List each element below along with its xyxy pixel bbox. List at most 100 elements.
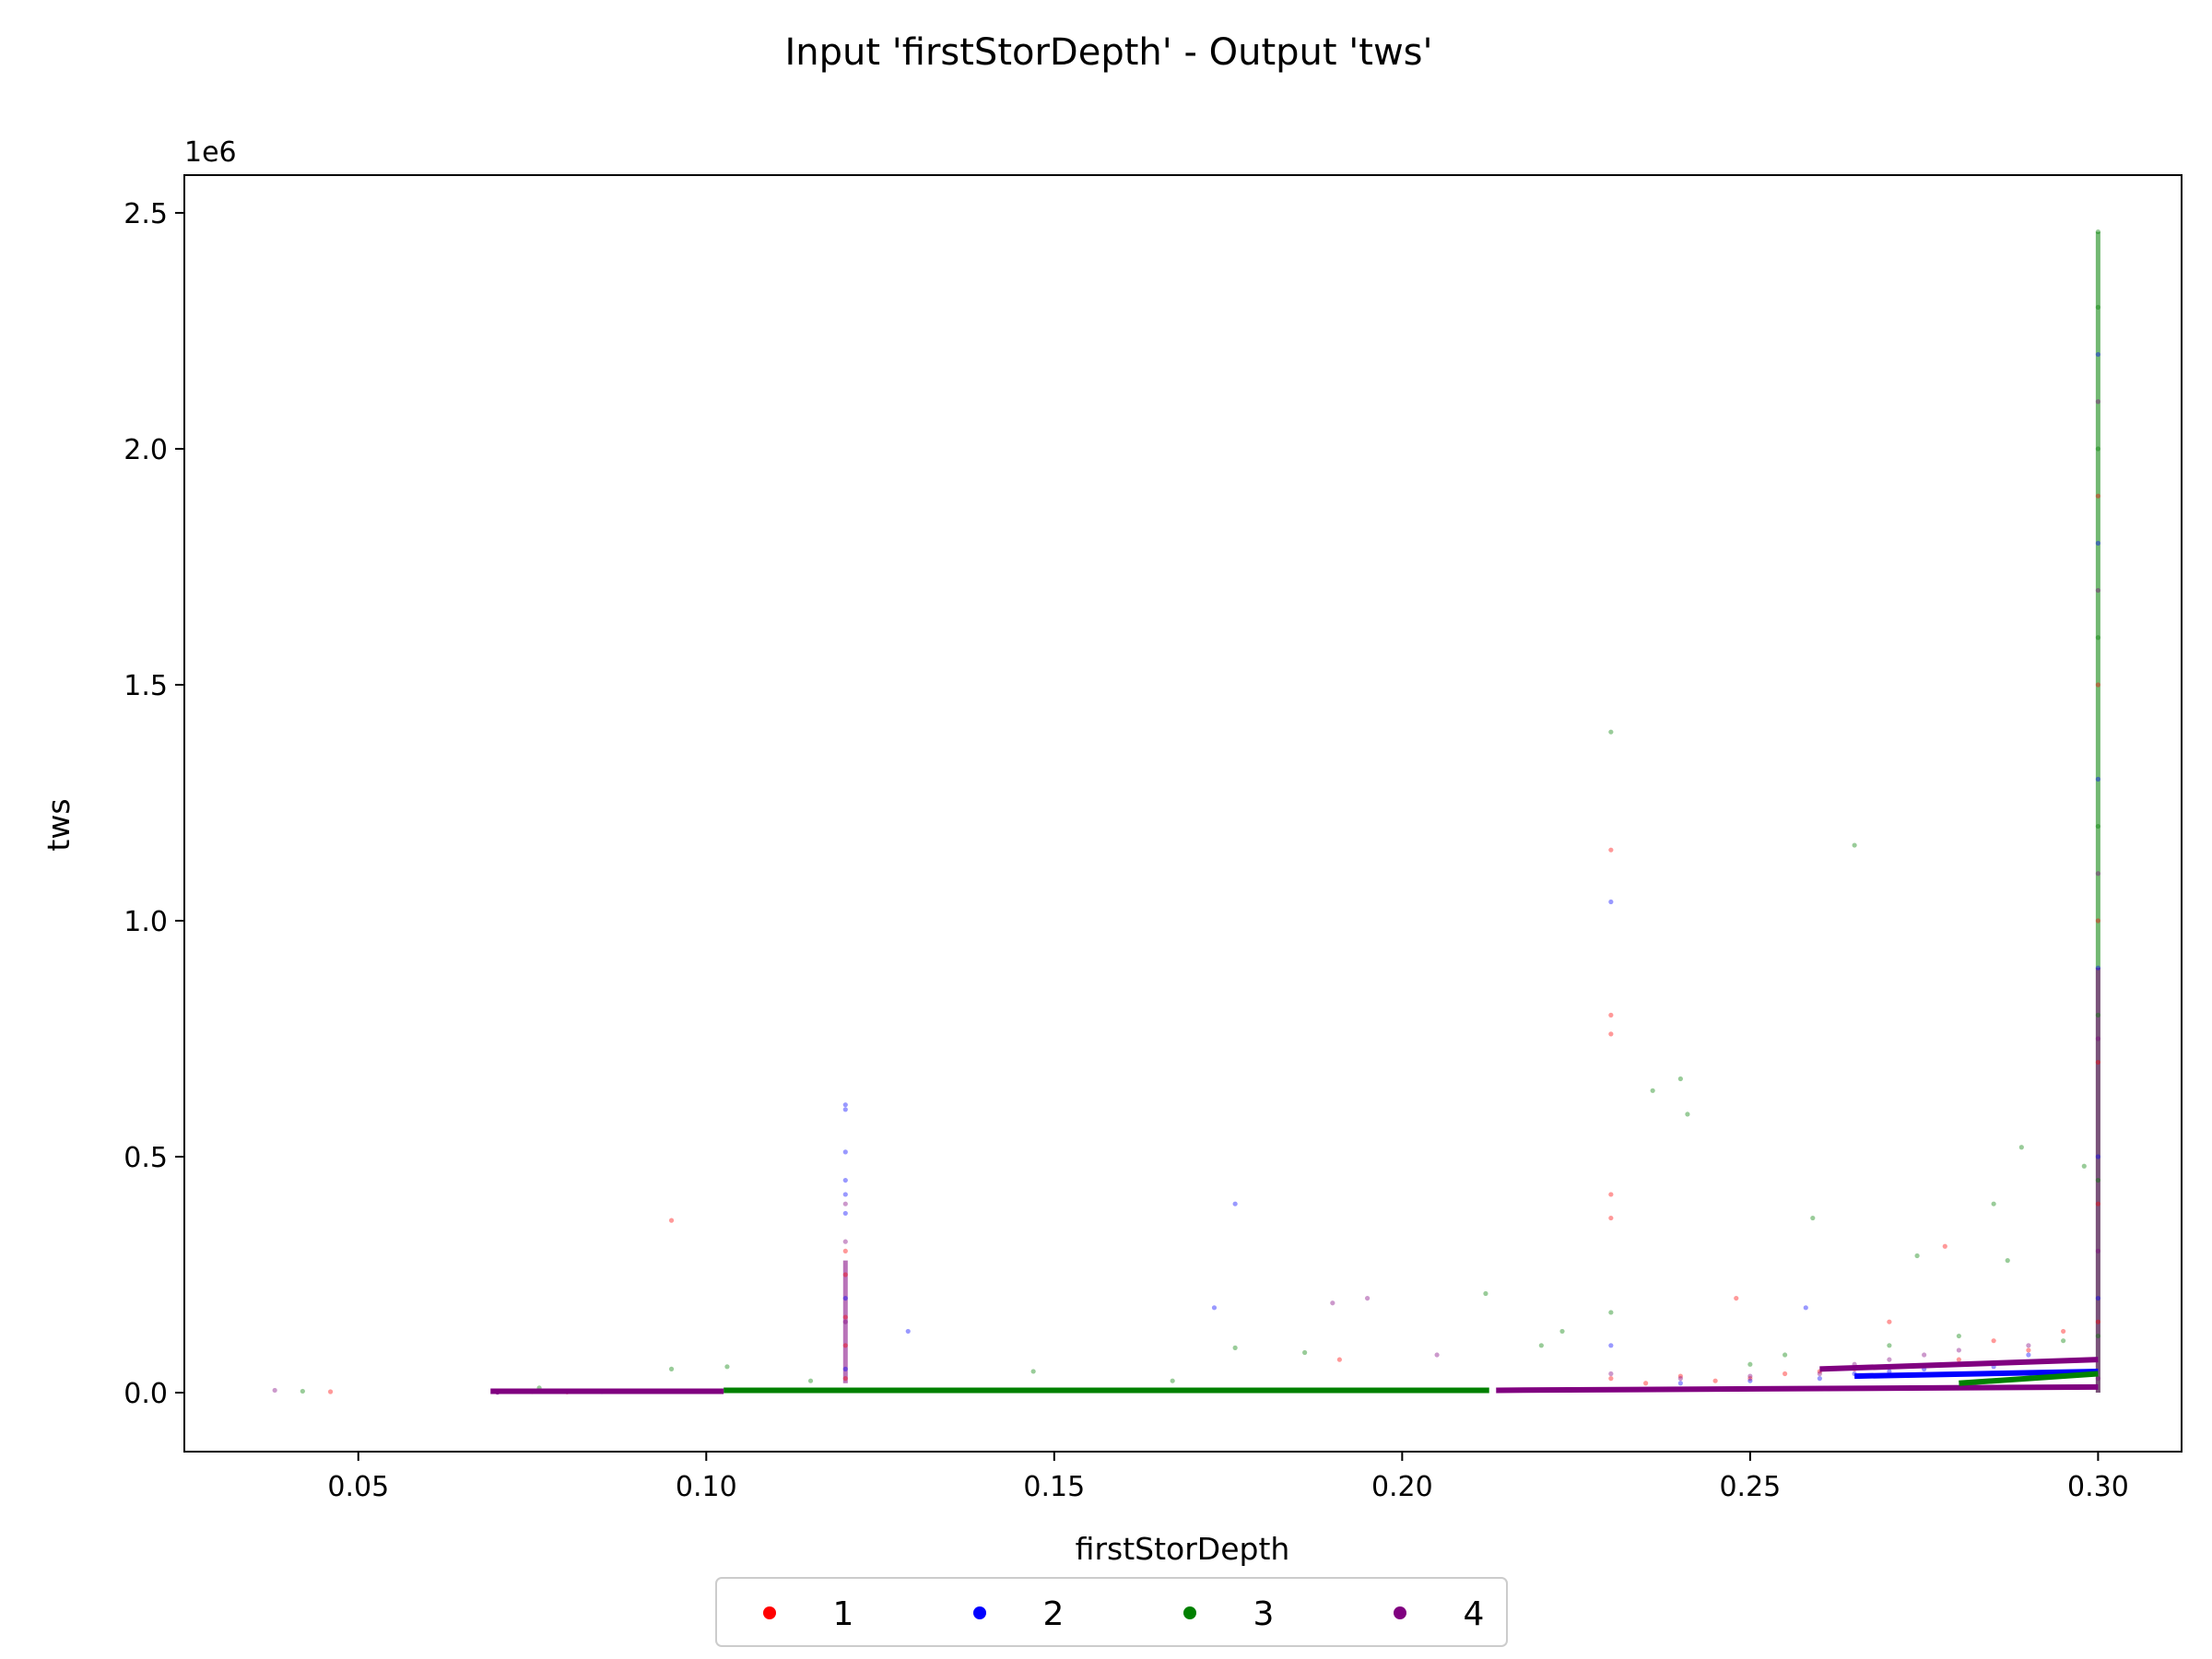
y-tick-label-6: 2.5	[124, 198, 168, 230]
series-1-point-14	[1608, 1012, 1614, 1018]
dense-band-6	[1819, 1357, 2099, 1372]
series-1-point-24	[1783, 1371, 1788, 1377]
x-tick-label-4: 0.20	[1371, 1471, 1433, 1503]
y-axis: 0.0 0.5 1.0 1.5 2.0 2.5	[124, 198, 184, 1410]
series-3-point-35	[2095, 635, 2100, 641]
legend-marker-4	[1394, 1606, 1406, 1619]
series-4-point-15	[1817, 1371, 1822, 1377]
legend-box	[715, 1577, 1508, 1647]
series-4	[272, 399, 2100, 1395]
legend-label-3: 3	[1253, 1595, 1275, 1633]
series-4-point-1	[272, 1387, 277, 1394]
series-3-point-38	[2095, 1177, 2100, 1183]
series-3-point-20	[1747, 1361, 1753, 1367]
series-2-point-22	[1887, 1369, 1892, 1374]
series-4-point-17	[1887, 1357, 1892, 1362]
series-4-point-23	[2095, 871, 2100, 877]
series-3-point-29	[2018, 1145, 2024, 1150]
series-1-point-13	[1608, 847, 1614, 853]
series-3-point-6	[807, 1378, 814, 1383]
series-3-point-3	[668, 1366, 675, 1371]
series-3-point-16	[1608, 1310, 1614, 1315]
series-1-point-22	[1734, 1295, 1739, 1301]
x-tick-label-1: 0.05	[327, 1471, 389, 1503]
series-2-point-30	[2095, 965, 2100, 971]
series-1-point-31	[2026, 1347, 2031, 1353]
legend-label-1: 1	[833, 1595, 854, 1633]
series-3-point-19	[1685, 1112, 1690, 1117]
y-tick-label-1: 0.0	[124, 1378, 168, 1410]
series-3-point-15	[1608, 729, 1614, 735]
series-1-point-21	[1712, 1378, 1718, 1383]
series-4-point-13	[1677, 1376, 1683, 1382]
series-3-point-27	[1991, 1201, 1996, 1206]
series-2-point-31	[2095, 1154, 2100, 1159]
series-4-point-21	[2095, 399, 2100, 405]
series-3-point-30	[2061, 1338, 2066, 1344]
series-2-point-7	[842, 1177, 848, 1183]
series-1-point-17	[1608, 1215, 1614, 1221]
series-1-point-38	[2095, 1319, 2100, 1324]
series-2-point-14	[1232, 1201, 1238, 1206]
series-2	[495, 351, 2100, 1395]
series-1-point-12	[1336, 1357, 1342, 1362]
series-1-point-30	[1991, 1338, 1996, 1344]
dense-band-5	[1959, 1371, 2099, 1386]
series-2-point-12	[905, 1328, 911, 1335]
series-1-point-9	[842, 1272, 848, 1277]
series-1-point-1	[327, 1389, 334, 1394]
series-2-point-19	[1803, 1305, 1808, 1311]
y-tick-label-4: 1.5	[124, 670, 168, 702]
series-2-point-10	[842, 1295, 848, 1301]
series-3-point-31	[2081, 1163, 2087, 1169]
series-1-point-37	[2095, 1201, 2100, 1206]
series-3-point-1	[300, 1388, 305, 1394]
series-3-point-12	[1483, 1290, 1488, 1297]
plot-area	[272, 229, 2100, 1395]
x-tick-label-2: 0.10	[676, 1471, 737, 1503]
y-tick-label-3: 1.0	[124, 906, 168, 938]
y-offset-label: 1e6	[184, 136, 237, 169]
series-2-point-16	[1608, 1343, 1614, 1348]
series-2-point-8	[842, 1192, 848, 1197]
legend: 1 2 3 4	[715, 1577, 1508, 1647]
series-1-point-34	[2095, 682, 2100, 688]
x-tick-label-5: 0.25	[1719, 1471, 1781, 1503]
series-1-point-19	[1643, 1381, 1649, 1386]
axes-frame	[183, 174, 2183, 1453]
x-tick-label-6: 0.30	[2067, 1471, 2129, 1503]
series-1-point-10	[842, 1248, 848, 1253]
series-1-point-7	[842, 1343, 848, 1348]
series-3-point-39	[2095, 1333, 2100, 1339]
series-4-point-20	[2026, 1343, 2031, 1348]
y-tick-label-5: 2.0	[124, 434, 168, 466]
x-axis: 0.05 0.10 0.15 0.20 0.25 0.30	[327, 1452, 2129, 1503]
series-2-point-18	[1747, 1378, 1753, 1383]
legend-label-2: 2	[1043, 1595, 1065, 1633]
series-2-point-15	[1608, 899, 1614, 905]
legend-marker-2	[973, 1606, 986, 1619]
series-2-point-6	[842, 1149, 848, 1155]
series-2-point-4	[842, 1102, 848, 1108]
series-3-point-28	[2005, 1258, 2010, 1264]
dense-band-2	[1496, 1383, 2099, 1394]
series-3-point-8	[1170, 1378, 1175, 1383]
x-axis-title: firstStorDepth	[1076, 1531, 1290, 1567]
series-1-point-36	[2095, 1059, 2100, 1065]
series-2-point-26	[2026, 1352, 2031, 1358]
series-3-point-25	[1914, 1253, 1920, 1259]
series-4-point-19	[1956, 1347, 1961, 1353]
series-3-point-14	[1559, 1328, 1565, 1335]
series-3-point-7	[1030, 1369, 1036, 1374]
series-1-point-18	[1608, 1376, 1614, 1382]
series-2-point-20	[1817, 1376, 1822, 1382]
series-3-point-9	[1232, 1345, 1238, 1350]
series-1-point-8	[842, 1314, 848, 1320]
series-3-point-26	[1956, 1333, 1961, 1339]
series-1-point-11	[842, 1376, 848, 1382]
series-2-point-5	[842, 1107, 848, 1112]
series-3-point-21	[1783, 1352, 1788, 1358]
series-3-point-34	[2095, 446, 2100, 452]
series-3-point-24	[1887, 1343, 1892, 1348]
